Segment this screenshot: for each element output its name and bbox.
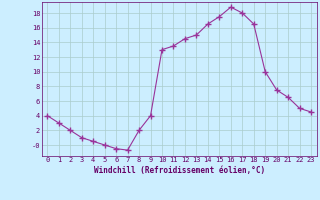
X-axis label: Windchill (Refroidissement éolien,°C): Windchill (Refroidissement éolien,°C) [94,166,265,175]
